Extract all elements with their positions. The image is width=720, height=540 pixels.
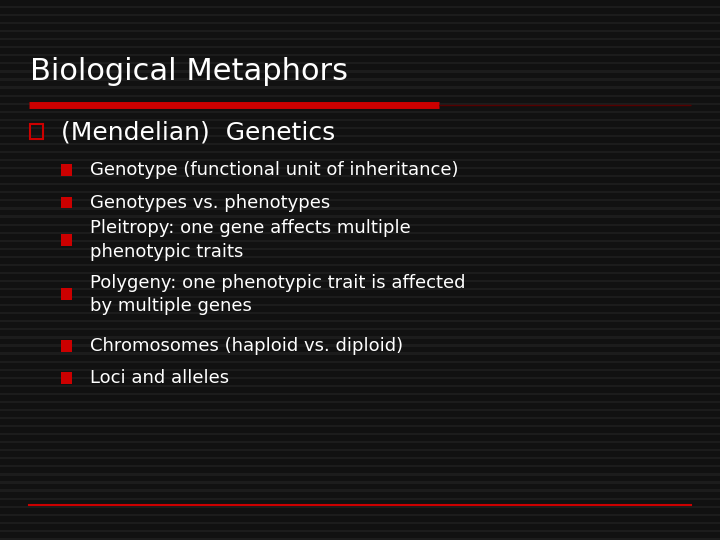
Bar — [0, 489, 720, 491]
Bar — [0, 6, 720, 8]
Bar — [0, 86, 720, 89]
Bar — [0, 78, 720, 80]
Bar — [61, 234, 72, 246]
Bar — [61, 197, 72, 208]
Bar — [0, 135, 720, 137]
Bar — [0, 119, 720, 121]
Text: Polygeny: one phenotypic trait is affected
by multiple genes: Polygeny: one phenotypic trait is affect… — [90, 273, 466, 315]
Bar — [0, 353, 720, 355]
Bar — [0, 103, 720, 105]
Bar — [0, 336, 720, 339]
Bar — [0, 14, 720, 16]
Bar — [0, 465, 720, 468]
Bar — [0, 409, 720, 411]
Bar — [0, 167, 720, 169]
Bar — [0, 376, 720, 379]
Text: Chromosomes (haploid vs. diploid): Chromosomes (haploid vs. diploid) — [90, 336, 403, 355]
Bar — [0, 425, 720, 427]
Bar — [0, 393, 720, 395]
Bar — [0, 248, 720, 250]
Bar — [0, 505, 720, 508]
Bar — [0, 296, 720, 298]
Bar — [0, 474, 720, 476]
Bar — [0, 240, 720, 242]
Bar — [0, 417, 720, 419]
Bar — [0, 70, 720, 72]
Bar — [0, 449, 720, 451]
Bar — [0, 457, 720, 460]
Bar — [0, 530, 720, 532]
Bar — [0, 38, 720, 40]
Text: Genotype (functional unit of inheritance): Genotype (functional unit of inheritance… — [90, 161, 459, 179]
Bar — [0, 215, 720, 218]
Bar — [0, 54, 720, 56]
Bar — [0, 22, 720, 24]
Bar — [0, 441, 720, 443]
Bar — [0, 199, 720, 201]
Bar — [0, 433, 720, 435]
Bar — [0, 94, 720, 97]
Bar — [0, 304, 720, 306]
Bar — [61, 340, 72, 352]
Bar — [0, 384, 720, 387]
Bar — [0, 272, 720, 274]
Bar — [0, 514, 720, 516]
Bar — [0, 482, 720, 484]
Bar — [0, 151, 720, 153]
Text: Genotypes vs. phenotypes: Genotypes vs. phenotypes — [90, 193, 330, 212]
Text: Pleitropy: one gene affects multiple
phenotypic traits: Pleitropy: one gene affects multiple phe… — [90, 219, 410, 261]
Bar — [0, 127, 720, 129]
Bar — [0, 207, 720, 210]
Bar — [0, 264, 720, 266]
Bar — [0, 191, 720, 193]
Text: (Mendelian)  Genetics: (Mendelian) Genetics — [61, 120, 336, 144]
Bar — [0, 175, 720, 177]
Bar — [0, 401, 720, 403]
Bar — [0, 328, 720, 330]
Bar — [0, 159, 720, 161]
Text: Biological Metaphors: Biological Metaphors — [30, 57, 348, 86]
Bar — [0, 361, 720, 363]
Bar — [61, 372, 72, 384]
Bar — [0, 232, 720, 234]
Bar — [61, 288, 72, 300]
Bar — [0, 46, 720, 49]
Bar — [0, 369, 720, 371]
Bar — [0, 256, 720, 258]
Bar — [0, 288, 720, 290]
Bar — [0, 538, 720, 540]
Bar — [0, 30, 720, 32]
Bar — [0, 62, 720, 64]
Bar — [0, 312, 720, 314]
Bar — [0, 111, 720, 113]
Bar — [0, 497, 720, 500]
Bar — [0, 320, 720, 322]
Bar — [0, 345, 720, 347]
Bar — [0, 183, 720, 185]
Bar — [0, 522, 720, 524]
Bar — [30, 124, 43, 139]
Bar — [61, 164, 72, 176]
Bar — [0, 143, 720, 145]
Text: Loci and alleles: Loci and alleles — [90, 369, 229, 387]
Bar — [0, 280, 720, 282]
Bar — [0, 224, 720, 226]
